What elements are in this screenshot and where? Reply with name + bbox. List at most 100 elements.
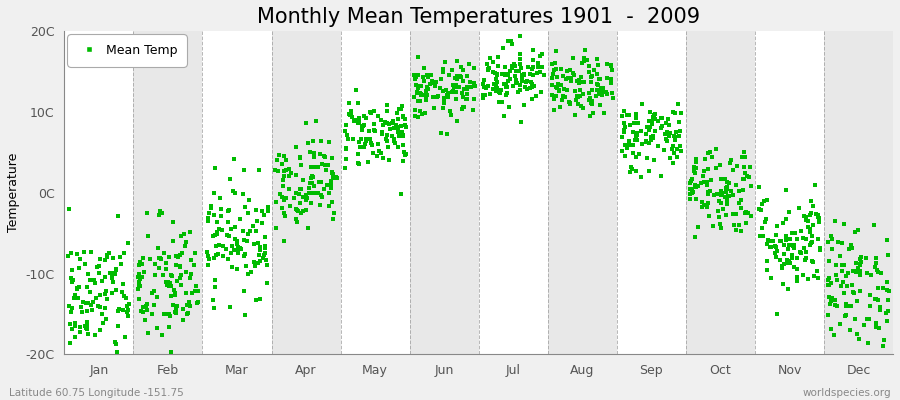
Point: [777, 251, 791, 257]
Point: [410, 85, 425, 92]
Point: [669, 129, 683, 136]
Point: [140, 300, 154, 307]
Point: [93, 327, 107, 333]
Point: [455, 67, 470, 74]
Point: [616, 120, 631, 127]
Point: [394, 129, 409, 136]
Point: [821, 277, 835, 283]
Point: [764, 244, 778, 250]
Point: [843, 242, 858, 248]
Point: [446, 82, 460, 88]
Point: [513, 82, 527, 88]
Point: [738, 154, 752, 160]
Point: [308, 164, 322, 170]
Point: [455, 94, 470, 100]
Point: [511, 88, 526, 95]
Point: [137, 269, 151, 275]
Point: [651, 143, 665, 150]
Point: [176, 230, 191, 237]
Point: [868, 320, 883, 326]
Point: [177, 243, 192, 250]
Point: [629, 137, 643, 143]
Point: [213, 194, 228, 201]
Point: [304, 164, 319, 170]
Point: [837, 312, 851, 319]
Point: [526, 47, 540, 53]
Point: [378, 119, 392, 125]
Point: [261, 208, 275, 215]
Point: [78, 300, 93, 306]
Point: [700, 202, 715, 208]
Point: [618, 153, 633, 159]
Point: [184, 270, 199, 277]
Point: [268, 199, 283, 205]
Point: [825, 246, 840, 252]
Point: [414, 83, 428, 89]
Point: [249, 207, 264, 213]
Point: [535, 63, 549, 70]
Point: [220, 219, 235, 226]
Point: [735, 186, 750, 193]
Point: [694, 199, 708, 205]
Point: [528, 93, 543, 100]
Point: [440, 92, 454, 98]
Point: [132, 259, 147, 266]
Point: [715, 176, 729, 182]
Point: [83, 277, 97, 283]
Point: [807, 182, 822, 188]
Point: [326, 173, 340, 179]
Point: [785, 230, 799, 236]
Point: [718, 212, 733, 218]
Point: [436, 105, 450, 111]
Point: [359, 138, 374, 144]
Point: [145, 310, 159, 317]
Point: [136, 304, 150, 310]
Point: [454, 73, 468, 79]
Point: [210, 229, 224, 236]
Point: [116, 306, 130, 313]
Point: [566, 55, 580, 61]
Point: [519, 78, 534, 84]
Point: [824, 326, 838, 332]
Point: [628, 130, 643, 136]
Point: [320, 161, 335, 168]
Point: [730, 163, 744, 169]
Point: [738, 210, 752, 217]
Point: [849, 260, 863, 266]
Point: [408, 113, 422, 119]
Point: [842, 302, 856, 309]
Point: [289, 144, 303, 150]
Point: [351, 138, 365, 145]
Point: [859, 255, 873, 262]
Point: [873, 304, 887, 310]
Point: [581, 69, 596, 75]
Point: [221, 208, 236, 214]
Point: [311, 178, 326, 185]
Point: [724, 188, 738, 194]
Point: [552, 88, 566, 94]
Point: [803, 229, 817, 235]
Point: [510, 80, 525, 86]
Point: [105, 290, 120, 296]
Point: [776, 220, 790, 226]
Point: [445, 112, 459, 118]
Point: [339, 144, 354, 151]
Point: [111, 308, 125, 315]
Point: [303, 180, 318, 186]
Point: [283, 173, 297, 180]
Point: [604, 62, 618, 68]
Point: [229, 189, 243, 196]
Point: [179, 268, 194, 275]
Point: [642, 168, 656, 174]
Point: [427, 93, 441, 100]
Point: [549, 83, 563, 90]
Point: [830, 303, 844, 310]
Point: [697, 179, 711, 186]
Point: [208, 165, 222, 172]
Point: [585, 87, 599, 94]
Point: [275, 183, 290, 189]
Point: [253, 258, 267, 264]
Point: [849, 268, 863, 274]
Point: [395, 113, 410, 120]
Point: [145, 290, 159, 296]
